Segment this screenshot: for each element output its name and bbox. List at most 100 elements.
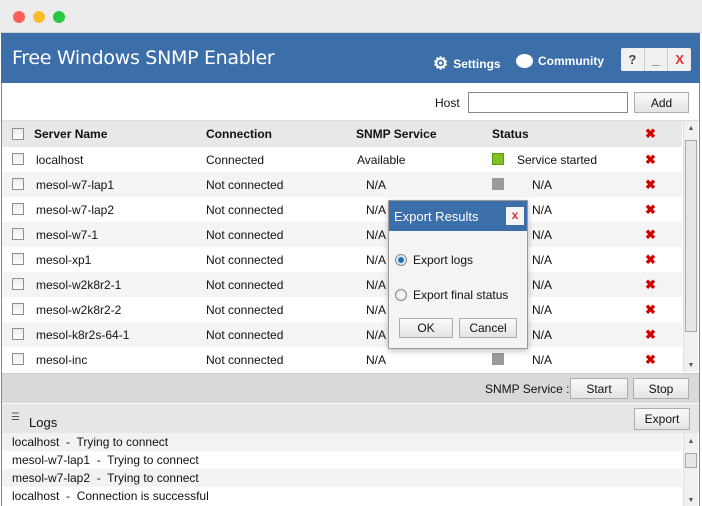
- table-row[interactable]: mesol-xp1 Not connected N/A N/A ✖: [2, 247, 682, 272]
- log-line: mesol-w7-lap1 - Trying to connect: [2, 451, 682, 469]
- radio-export-final-status[interactable]: [395, 289, 407, 301]
- logs-scroll-thumb[interactable]: [685, 453, 697, 468]
- table-row[interactable]: localhost Connected Available Service st…: [2, 147, 682, 172]
- log-line: localhost - Connection is successful: [2, 487, 682, 505]
- delete-icon[interactable]: ✖: [645, 327, 656, 342]
- connection-status: Not connected: [206, 203, 284, 217]
- server-name: mesol-w7-1: [36, 228, 99, 242]
- export-logs-option[interactable]: Export logs: [395, 253, 473, 267]
- snmp-service-status: N/A: [366, 253, 387, 267]
- logs-header: [2, 404, 699, 433]
- service-status: N/A: [532, 353, 553, 367]
- stop-button[interactable]: Stop: [633, 378, 689, 399]
- server-name: mesol-w2k8r2-1: [36, 278, 122, 292]
- start-button[interactable]: Start: [570, 378, 628, 399]
- add-button[interactable]: Add: [634, 92, 689, 113]
- connection-status: Not connected: [206, 178, 284, 192]
- table-row[interactable]: mesol-inc Not connected N/A N/A ✖: [2, 347, 682, 372]
- export-final-status-option[interactable]: Export final status: [395, 288, 508, 302]
- row-checkbox[interactable]: [12, 303, 24, 315]
- row-checkbox[interactable]: [12, 228, 24, 240]
- connection-status: Not connected: [206, 353, 284, 367]
- logs-title: Logs: [29, 415, 58, 430]
- host-label: Host: [435, 96, 460, 110]
- zoom-window-button[interactable]: [53, 11, 65, 23]
- header-snmp-service: SNMP Service: [356, 127, 437, 141]
- snmp-service-status: N/A: [366, 228, 387, 242]
- status-indicator: [492, 178, 504, 190]
- delete-icon[interactable]: ✖: [645, 352, 656, 367]
- delete-all-icon[interactable]: ✖: [645, 126, 656, 141]
- delete-icon[interactable]: ✖: [645, 302, 656, 317]
- server-name: mesol-k8r2s-64-1: [36, 328, 130, 342]
- snmp-service-status: N/A: [366, 353, 387, 367]
- speech-bubble-icon: [516, 54, 533, 68]
- snmp-service-label: SNMP Service :: [485, 382, 570, 396]
- connection-status: Not connected: [206, 228, 284, 242]
- table-row[interactable]: mesol-w2k8r2-1 Not connected N/A N/A ✖: [2, 272, 682, 297]
- delete-icon[interactable]: ✖: [645, 202, 656, 217]
- gear-icon: ⚙: [433, 54, 449, 73]
- server-name: mesol-w7-lap2: [36, 203, 115, 217]
- row-checkbox[interactable]: [12, 328, 24, 340]
- export-final-status-label: Export final status: [413, 288, 509, 302]
- delete-icon[interactable]: ✖: [645, 277, 656, 292]
- snmp-service-status: N/A: [366, 278, 387, 292]
- table-row[interactable]: mesol-w2k8r2-2 Not connected N/A N/A ✖: [2, 297, 682, 322]
- window-titlebar: [0, 0, 702, 33]
- host-input[interactable]: [468, 92, 628, 113]
- community-link[interactable]: Community: [516, 54, 604, 68]
- row-checkbox[interactable]: [12, 353, 24, 365]
- service-status: N/A: [532, 303, 553, 317]
- export-logs-label: Export logs: [413, 253, 474, 267]
- table-scrollbar[interactable]: ▲ ▼: [683, 121, 698, 372]
- help-button[interactable]: ?: [621, 48, 645, 71]
- row-checkbox[interactable]: [12, 203, 24, 215]
- export-button[interactable]: Export: [634, 408, 690, 430]
- table-scroll-thumb[interactable]: [685, 140, 697, 332]
- right-border: [699, 83, 700, 506]
- delete-icon[interactable]: ✖: [645, 152, 656, 167]
- server-name: mesol-w7-lap1: [36, 178, 115, 192]
- row-checkbox[interactable]: [12, 153, 24, 165]
- service-status: Service started: [517, 153, 598, 167]
- ok-button[interactable]: OK: [399, 318, 453, 338]
- delete-icon[interactable]: ✖: [645, 227, 656, 242]
- delete-icon[interactable]: ✖: [645, 252, 656, 267]
- header-connection: Connection: [206, 127, 272, 141]
- select-all-checkbox[interactable]: [12, 128, 24, 140]
- minimize-button[interactable]: _: [645, 48, 669, 71]
- radio-export-logs[interactable]: [395, 254, 407, 266]
- connection-status: Not connected: [206, 303, 284, 317]
- settings-link[interactable]: ⚙ Settings: [433, 54, 501, 74]
- window-controls: ? _ X: [621, 48, 691, 71]
- table-row[interactable]: mesol-w7-1 Not connected N/A N/A ✖: [2, 222, 682, 247]
- server-name: mesol-w2k8r2-2: [36, 303, 122, 317]
- snmp-service-status: N/A: [366, 328, 387, 342]
- cancel-button[interactable]: Cancel: [459, 318, 517, 338]
- app-title: Free Windows SNMP Enabler: [12, 47, 275, 69]
- community-label: Community: [538, 54, 604, 68]
- table-header: Server Name Connection SNMP Service Stat…: [2, 121, 682, 147]
- table-row[interactable]: mesol-k8r2s-64-1 Not connected N/A N/A ✖: [2, 322, 682, 347]
- log-line: mesol-w7-lap2 - Trying to connect: [2, 469, 682, 487]
- status-indicator: [492, 153, 504, 165]
- connection-status: Not connected: [206, 328, 284, 342]
- row-checkbox[interactable]: [12, 178, 24, 190]
- service-status: N/A: [532, 278, 553, 292]
- table-row[interactable]: mesol-w7-lap2 Not connected N/A N/A ✖: [2, 197, 682, 222]
- close-window-button[interactable]: [13, 11, 25, 23]
- logs-scrollbar[interactable]: ▲ ▼: [683, 433, 698, 506]
- app-header: [1, 33, 700, 83]
- snmp-service-status: N/A: [366, 178, 387, 192]
- row-checkbox[interactable]: [12, 278, 24, 290]
- delete-icon[interactable]: ✖: [645, 177, 656, 192]
- minimize-window-button[interactable]: [33, 11, 45, 23]
- divider: [2, 120, 699, 121]
- close-button[interactable]: X: [675, 52, 685, 67]
- dialog-close-button[interactable]: x: [506, 207, 524, 225]
- service-status: N/A: [532, 178, 553, 192]
- export-results-dialog: Export Results x Export logs Export fina…: [388, 200, 528, 349]
- table-row[interactable]: mesol-w7-lap1 Not connected N/A N/A ✖: [2, 172, 682, 197]
- row-checkbox[interactable]: [12, 253, 24, 265]
